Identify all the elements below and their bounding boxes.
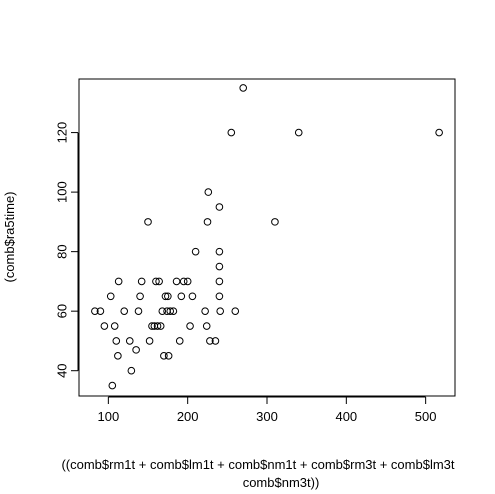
- data-point: [435, 128, 443, 137]
- data-point: [216, 307, 224, 315]
- data-point: [152, 277, 160, 286]
- data-point: [91, 307, 99, 315]
- data-point: [191, 247, 200, 256]
- data-point: [153, 322, 162, 330]
- data-point: [114, 352, 122, 360]
- data-point: [294, 128, 303, 137]
- data-point: [108, 381, 117, 390]
- data-point: [215, 203, 224, 211]
- data-point: [164, 352, 173, 360]
- data-point: [136, 292, 144, 301]
- y-tick-label: 80: [55, 244, 70, 258]
- data-point: [166, 307, 175, 315]
- data-point: [175, 337, 184, 345]
- data-point: [271, 218, 279, 226]
- data-point: [158, 307, 167, 315]
- data-point: [206, 337, 214, 345]
- x-tick-label: 500: [415, 409, 437, 424]
- data-point: [155, 277, 163, 286]
- data-point: [160, 352, 168, 360]
- data-point: [239, 84, 248, 92]
- x-axis: 100 200 300 400 500: [97, 396, 437, 424]
- x-tick-label: 300: [256, 409, 278, 424]
- data-point: [120, 307, 129, 315]
- data-point: [215, 247, 224, 256]
- data-point: [156, 322, 165, 330]
- data-point: [227, 128, 236, 137]
- data-point: [144, 218, 152, 226]
- y-tick-label: 60: [55, 304, 70, 318]
- data-point: [169, 307, 178, 315]
- data-point: [231, 307, 240, 315]
- data-point: [125, 337, 134, 345]
- data-point: [96, 307, 105, 315]
- y-tick-label: 120: [55, 122, 70, 144]
- data-point: [100, 322, 109, 330]
- data-point: [215, 277, 224, 286]
- data-point: [127, 366, 136, 375]
- data-point: [172, 277, 181, 286]
- data-point: [134, 307, 143, 315]
- data-point: [183, 277, 192, 286]
- data-point: [114, 277, 123, 286]
- data-point: [186, 322, 194, 330]
- data-point: [177, 292, 186, 301]
- data-point: [188, 292, 197, 301]
- x-axis-label-line-2: comb$nm3t)): [243, 475, 320, 490]
- data-point: [110, 322, 119, 330]
- data-point: [179, 277, 188, 286]
- data-point: [161, 292, 170, 301]
- y-axis: 40 60 80 100 120: [55, 122, 79, 378]
- data-points: [91, 84, 443, 390]
- data-point: [202, 322, 211, 330]
- data-point: [203, 218, 212, 226]
- data-point: [145, 337, 154, 345]
- y-axis-label: (comb$ra5time): [2, 191, 17, 282]
- data-point: [215, 292, 224, 301]
- y-tick-label: 100: [55, 181, 70, 203]
- data-point: [201, 307, 209, 315]
- data-point: [204, 188, 213, 196]
- data-point: [137, 277, 146, 286]
- plot-box: [78, 78, 456, 397]
- data-point: [211, 337, 220, 345]
- data-point: [164, 292, 172, 301]
- x-axis-label-line-1: ((comb$rm1t + comb$lm1t + comb$nm1t + co…: [61, 457, 454, 472]
- data-point: [215, 262, 224, 271]
- x-tick-label: 100: [97, 409, 119, 424]
- x-tick-label: 200: [177, 409, 199, 424]
- data-point: [106, 292, 115, 301]
- y-tick-label: 40: [55, 363, 70, 377]
- x-tick-label: 400: [335, 409, 357, 424]
- data-point: [132, 346, 140, 354]
- data-point: [148, 322, 156, 330]
- data-point: [112, 337, 121, 345]
